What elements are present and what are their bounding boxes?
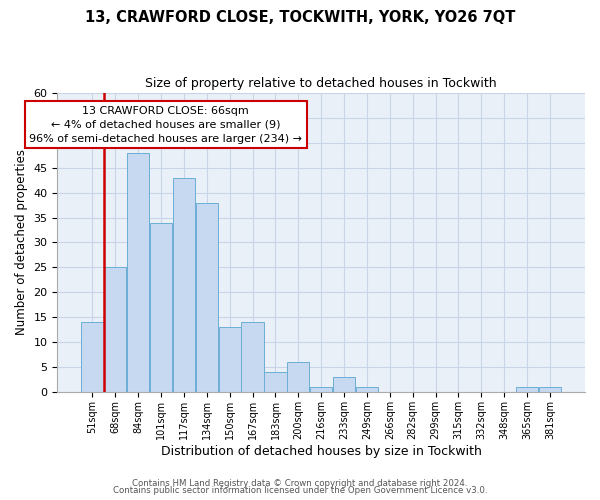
Text: Contains public sector information licensed under the Open Government Licence v3: Contains public sector information licen…: [113, 486, 487, 495]
Bar: [310, 387, 332, 392]
Bar: [516, 387, 538, 392]
Y-axis label: Number of detached properties: Number of detached properties: [15, 150, 28, 336]
Text: 13, CRAWFORD CLOSE, TOCKWITH, YORK, YO26 7QT: 13, CRAWFORD CLOSE, TOCKWITH, YORK, YO26…: [85, 10, 515, 25]
Bar: [104, 268, 127, 392]
Bar: [196, 202, 218, 392]
Title: Size of property relative to detached houses in Tockwith: Size of property relative to detached ho…: [145, 78, 497, 90]
Bar: [173, 178, 195, 392]
Bar: [241, 322, 263, 392]
Bar: [539, 387, 561, 392]
Text: 13 CRAWFORD CLOSE: 66sqm
← 4% of detached houses are smaller (9)
96% of semi-det: 13 CRAWFORD CLOSE: 66sqm ← 4% of detache…: [29, 106, 302, 144]
Bar: [82, 322, 104, 392]
Bar: [150, 222, 172, 392]
Bar: [127, 153, 149, 392]
Bar: [333, 377, 355, 392]
Bar: [356, 387, 378, 392]
Text: Contains HM Land Registry data © Crown copyright and database right 2024.: Contains HM Land Registry data © Crown c…: [132, 478, 468, 488]
X-axis label: Distribution of detached houses by size in Tockwith: Distribution of detached houses by size …: [161, 444, 482, 458]
Bar: [265, 372, 287, 392]
Bar: [218, 327, 241, 392]
Bar: [287, 362, 310, 392]
